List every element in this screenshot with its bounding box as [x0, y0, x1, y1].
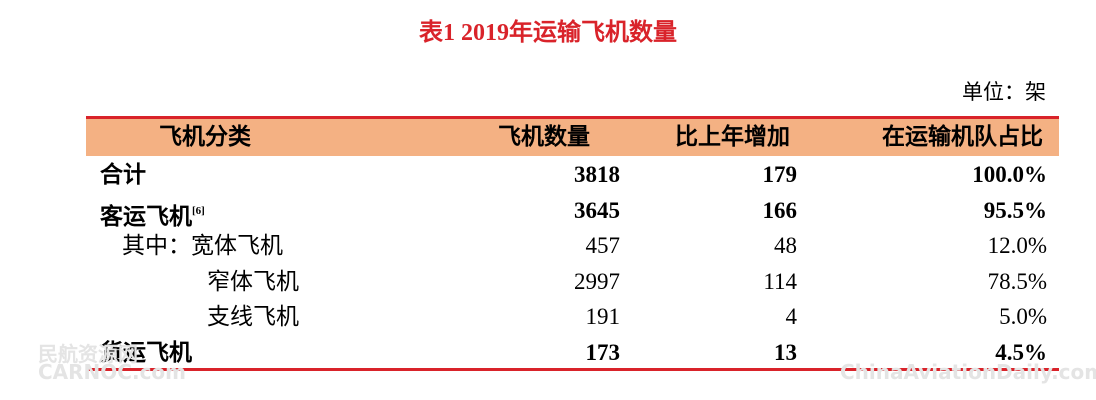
footnote-ref: [6] — [192, 204, 205, 217]
column-header: 飞机数量 — [498, 124, 590, 149]
table-cell: 457 — [585, 233, 621, 258]
row-label: 客运飞机[6] — [100, 193, 205, 235]
table-cell: 4 — [785, 304, 798, 329]
column-header: 飞机分类 — [159, 124, 251, 149]
watermark: ChinaAviationDaily.com — [840, 360, 1096, 384]
table-cell: 2997 — [574, 268, 620, 294]
table-cell: 100.0% — [972, 162, 1047, 187]
row-label-text: 合计 — [100, 162, 146, 187]
table-cell: 5.0% — [999, 304, 1047, 329]
table-cell: 48 — [774, 233, 797, 258]
table-title: 表1 2019年运输飞机数量 — [419, 20, 677, 46]
unit-label: 单位：架 — [962, 80, 1046, 104]
watermark: 民航资源网 — [38, 342, 138, 366]
top-rule — [86, 116, 1059, 119]
row-label: 其中：宽体飞机 — [122, 228, 283, 264]
column-header: 比上年增加 — [675, 124, 790, 149]
table-cell: 3645 — [574, 197, 620, 223]
table-cell: 4.5% — [995, 339, 1047, 365]
row-label: 货运飞机 — [100, 335, 192, 371]
table-cell: 3818 — [574, 162, 620, 187]
column-header: 在运输机队占比 — [882, 124, 1043, 149]
row-label-text: 支线飞机 — [207, 304, 299, 329]
table-cell: 179 — [762, 162, 798, 187]
table-cell: 173 — [585, 339, 621, 365]
watermark: CARNOC.com — [38, 360, 187, 384]
table-cell: 114 — [763, 268, 797, 294]
table-cell: 78.5% — [987, 268, 1047, 294]
table-cell: 13 — [774, 339, 797, 365]
row-label-text: 窄体飞机 — [207, 268, 299, 294]
row-label-text: 货运飞机 — [100, 339, 192, 365]
row-label: 合计 — [100, 157, 146, 193]
table-cell: 95.5% — [983, 197, 1047, 223]
bottom-rule — [86, 368, 1059, 371]
header-row — [86, 119, 1059, 156]
table-cell: 166 — [762, 197, 798, 223]
row-label-text: 其中：宽体飞机 — [122, 233, 283, 258]
row-label: 支线飞机 — [207, 299, 299, 335]
row-label: 窄体飞机 — [207, 264, 299, 300]
table-cell: 191 — [585, 304, 621, 329]
table-cell: 12.0% — [987, 233, 1047, 258]
row-label-text: 客运飞机 — [100, 203, 192, 229]
